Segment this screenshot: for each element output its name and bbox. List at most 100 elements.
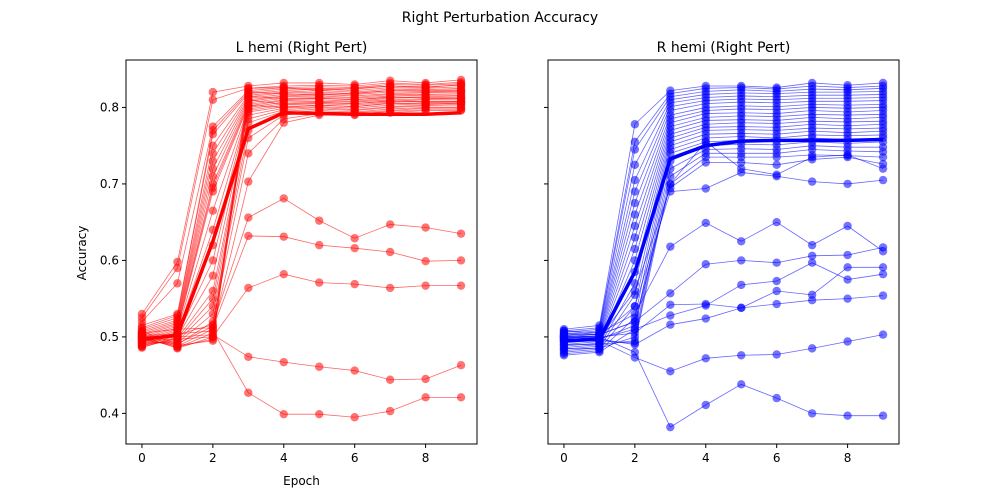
left-series-line [141,94,462,338]
left-data-point [315,409,324,419]
left-data-point [244,213,253,222]
right-data-point [772,286,781,296]
right-data-point [807,251,817,261]
right-data-point [878,247,888,256]
right-data-point [843,250,852,260]
left-data-point [173,339,182,348]
right-series-11 [559,90,888,340]
right-series-0 [559,332,888,432]
right-series-line [563,103,884,341]
right-data-point [807,152,817,162]
right-mean-line [563,137,884,343]
left-data-point [208,256,218,265]
right-data-point [772,393,781,403]
left-y-tick-label: 0.8 [100,100,119,114]
left-series-line [141,102,462,345]
right-data-point [630,286,640,296]
left-data-point [279,118,288,127]
right-series-line [563,116,884,347]
right-data-point [878,164,888,173]
left-data-point [244,352,253,361]
left-data-point [385,86,395,95]
left-data-point [208,322,218,331]
right-data-point [807,409,817,418]
right-data-point [666,172,675,181]
right-data-point [737,351,746,360]
left-series-line [141,330,462,418]
right-series-line [563,334,884,372]
right-data-point [737,280,746,290]
left-data-point [315,100,324,110]
left-series-line [141,101,462,347]
left-data-point [456,98,466,108]
right-data-point [807,344,817,353]
right-series-line [563,154,884,340]
left-data-point [279,83,288,92]
left-data-point [385,98,395,108]
left-series-line [141,110,462,347]
right-data-point [630,302,640,311]
right-data-point [666,311,675,320]
right-data-point [807,258,817,267]
right-series-line [563,149,884,344]
right-series-line [563,82,884,330]
right-data-point [701,314,710,323]
left-series-line [141,93,462,336]
left-series-line [141,103,462,349]
left-data-point [385,283,395,293]
right-series-line [563,145,884,345]
right-data-point [630,244,640,254]
left-panel-title: L hemi (Right Pert) [236,40,368,56]
left-data-point [208,206,218,215]
right-series-line [563,113,884,345]
left-data-point [244,100,253,110]
left-series-line [141,83,462,322]
right-data-point [843,150,852,160]
right-series-28 [559,150,888,344]
left-data-point [244,177,253,186]
left-x-tick-label: 4 [280,451,288,465]
right-data-point [701,218,710,228]
left-data-point [385,220,395,229]
right-x-tick-label: 8 [844,451,852,465]
left-series-line [141,81,462,319]
left-y-tick-label: 0.5 [100,330,119,344]
left-data-point [244,388,253,397]
left-data-point [208,187,218,196]
left-series-line [141,105,462,346]
right-data-point [843,179,852,189]
left-data-point [456,361,466,370]
left-data-point [244,149,253,158]
right-data-point [630,338,640,348]
left-data-point [421,223,430,232]
right-data-point [878,269,888,279]
right-data-point [843,263,852,272]
right-data-point [701,184,710,193]
right-data-point [737,158,746,167]
right-axes-frame [547,59,900,445]
left-data-point [315,278,324,287]
right-data-point [843,221,852,231]
left-data-point [279,103,288,112]
left-data-point [456,229,466,238]
right-data-point [630,233,640,242]
right-data-point [737,380,746,389]
right-series-27 [559,145,888,348]
left-axes-frame [125,59,478,445]
left-data-point [208,149,218,158]
left-data-point [208,164,218,173]
right-hemisphere-panel: R hemi (Right Pert) 0 2 4 6 8 [544,40,900,465]
left-data-point [208,271,218,280]
left-data-point [350,243,359,253]
left-data-point [315,362,324,371]
left-x-tick-label: 6 [351,451,359,465]
right-series-line [563,336,884,428]
right-data-point [772,276,781,286]
right-data-point [559,330,569,339]
right-series-line [563,141,884,336]
left-hemisphere-panel: L hemi (Right Pert) 0 2 4 6 8 0.4 0.5 0.6 0.7 0.8… [75,40,478,488]
right-series-line [563,94,884,336]
right-series-line [563,85,884,332]
right-data-point [843,275,852,284]
left-data-point [279,269,288,279]
